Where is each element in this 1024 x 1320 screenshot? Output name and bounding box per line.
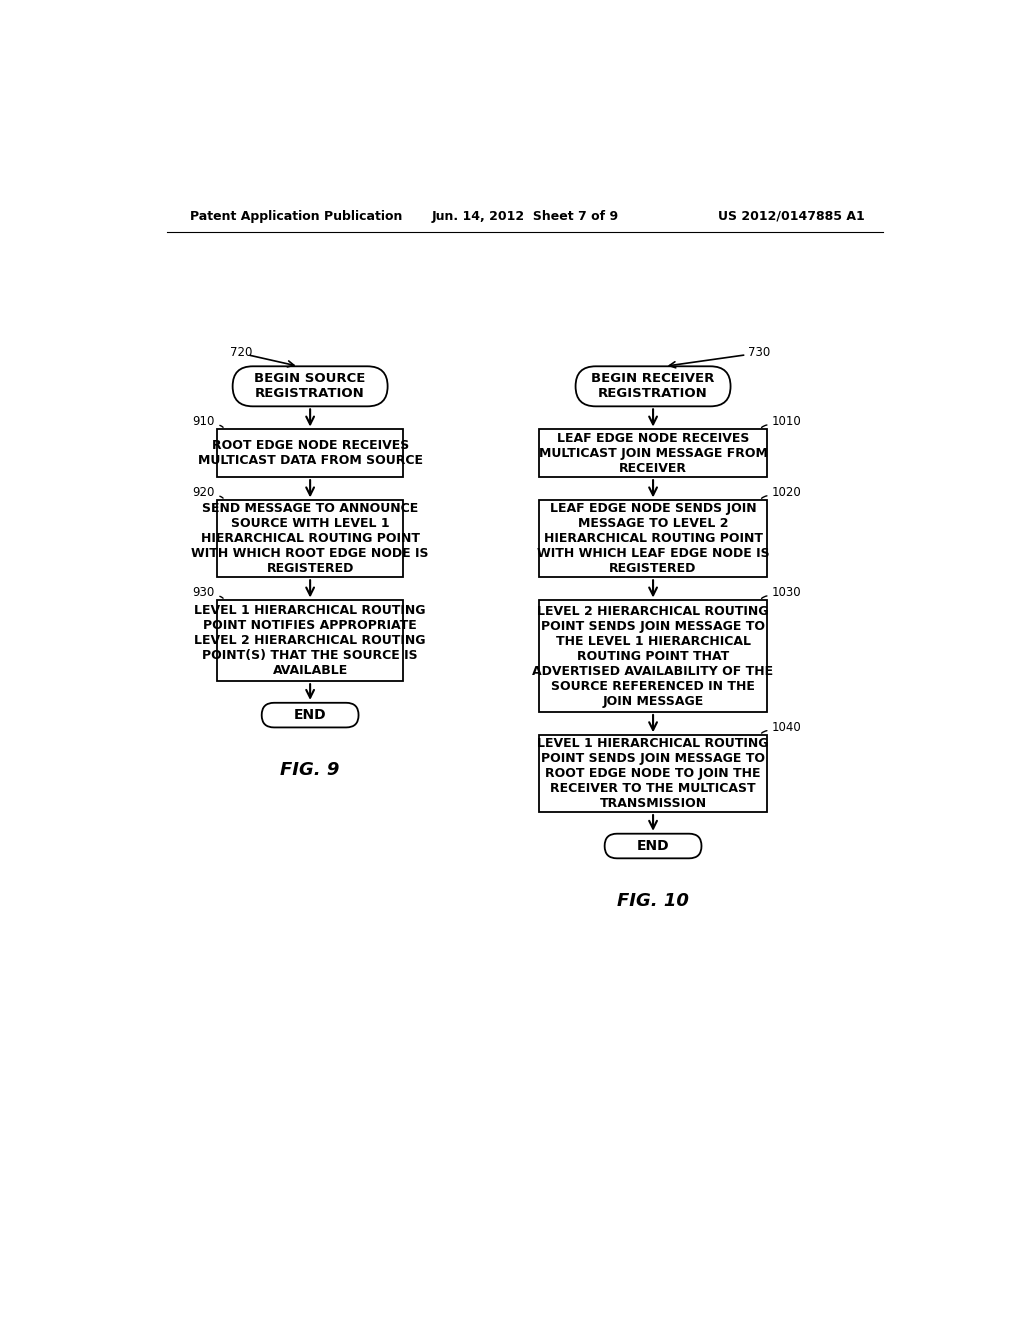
Text: FIG. 9: FIG. 9 [281, 760, 340, 779]
Text: Patent Application Publication: Patent Application Publication [190, 210, 402, 223]
Text: LEVEL 1 HIERARCHICAL ROUTING
POINT SENDS JOIN MESSAGE TO
ROOT EDGE NODE TO JOIN : LEVEL 1 HIERARCHICAL ROUTING POINT SENDS… [538, 737, 769, 810]
Text: FIG. 10: FIG. 10 [617, 892, 689, 909]
Text: US 2012/0147885 A1: US 2012/0147885 A1 [718, 210, 864, 223]
Text: 1040: 1040 [771, 721, 801, 734]
Bar [539, 735, 767, 812]
Bar [217, 429, 403, 478]
Text: END: END [294, 708, 327, 722]
FancyBboxPatch shape [575, 367, 730, 407]
Text: BEGIN RECEIVER
REGISTRATION: BEGIN RECEIVER REGISTRATION [592, 372, 715, 400]
Text: LEVEL 1 HIERARCHICAL ROUTING
POINT NOTIFIES APPROPRIATE
LEVEL 2 HIERARCHICAL ROU: LEVEL 1 HIERARCHICAL ROUTING POINT NOTIF… [195, 605, 426, 677]
Text: LEAF EDGE NODE RECEIVES
MULTICAST JOIN MESSAGE FROM
RECEIVER: LEAF EDGE NODE RECEIVES MULTICAST JOIN M… [539, 432, 768, 475]
Text: 720: 720 [230, 346, 253, 359]
Text: 930: 930 [193, 586, 215, 599]
Text: 1010: 1010 [771, 416, 801, 428]
Text: SEND MESSAGE TO ANNOUNCE
SOURCE WITH LEVEL 1
HIERARCHICAL ROUTING POINT
WITH WHI: SEND MESSAGE TO ANNOUNCE SOURCE WITH LEV… [191, 503, 429, 576]
Text: BEGIN SOURCE
REGISTRATION: BEGIN SOURCE REGISTRATION [254, 372, 366, 400]
Text: 920: 920 [193, 486, 215, 499]
Text: 730: 730 [748, 346, 770, 359]
FancyBboxPatch shape [232, 367, 388, 407]
Text: 1020: 1020 [771, 486, 801, 499]
Text: LEAF EDGE NODE SENDS JOIN
MESSAGE TO LEVEL 2
HIERARCHICAL ROUTING POINT
WITH WHI: LEAF EDGE NODE SENDS JOIN MESSAGE TO LEV… [537, 503, 769, 576]
Text: END: END [637, 840, 670, 853]
Text: ROOT EDGE NODE RECEIVES
MULTICAST DATA FROM SOURCE: ROOT EDGE NODE RECEIVES MULTICAST DATA F… [198, 440, 423, 467]
Bar [217, 500, 403, 577]
FancyBboxPatch shape [604, 834, 701, 858]
Bar [539, 429, 767, 478]
Text: LEVEL 2 HIERARCHICAL ROUTING
POINT SENDS JOIN MESSAGE TO
THE LEVEL 1 HIERARCHICA: LEVEL 2 HIERARCHICAL ROUTING POINT SENDS… [532, 605, 773, 708]
Text: 910: 910 [193, 416, 215, 428]
FancyBboxPatch shape [262, 702, 358, 727]
Bar [539, 500, 767, 577]
Text: 1030: 1030 [771, 586, 801, 599]
Bar [539, 601, 767, 711]
Text: Jun. 14, 2012  Sheet 7 of 9: Jun. 14, 2012 Sheet 7 of 9 [431, 210, 618, 223]
Bar [217, 601, 403, 681]
